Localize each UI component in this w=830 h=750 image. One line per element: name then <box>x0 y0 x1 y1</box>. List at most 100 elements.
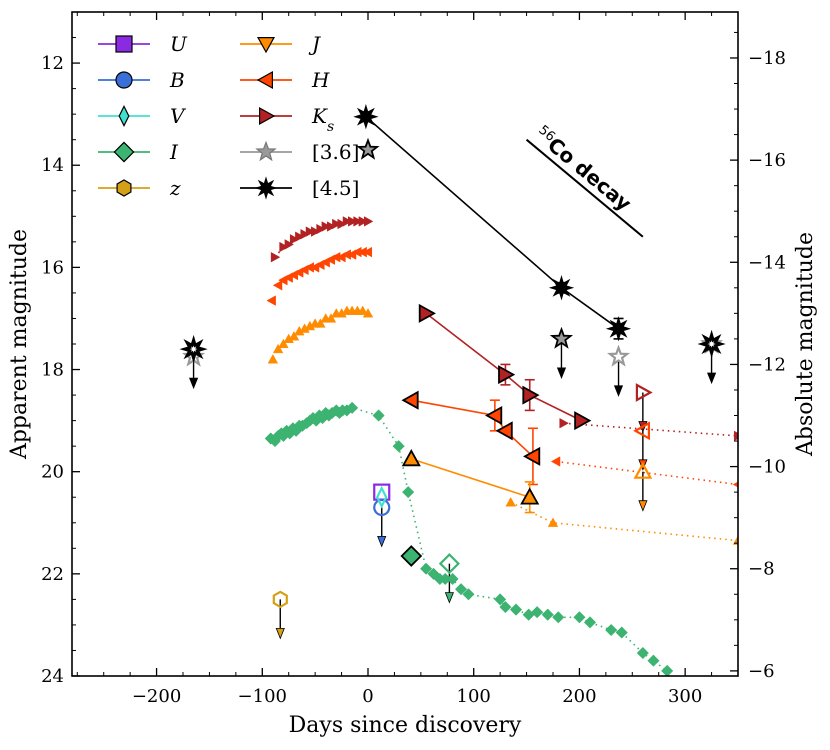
legend-marker-z <box>116 179 132 197</box>
series-line-J-5 <box>510 501 738 542</box>
data-point-H-10-0 <box>633 421 651 441</box>
data-point-I-0-39 <box>531 606 544 619</box>
series-line-H-8 <box>411 399 534 457</box>
data-point-I-0-24 <box>346 401 359 414</box>
legend-label-H: H <box>311 68 330 92</box>
legend-label-ch2: [4.5] <box>312 176 359 200</box>
upper-limit-arrow-z-26 <box>275 628 285 640</box>
data-point-I-0-25 <box>372 409 385 422</box>
data-point-Ks-11-7 <box>311 226 321 237</box>
data-point-I-0-42 <box>573 611 586 624</box>
data-point-H-8-2 <box>495 421 513 441</box>
legend-item-B: B <box>98 68 185 92</box>
x-tick-label: 100 <box>457 686 491 707</box>
legend-label-sub: s <box>327 119 334 135</box>
upper-limit-arrow-B-24 <box>377 536 387 548</box>
x-tick-label: 300 <box>668 686 702 707</box>
legend-label-I: I <box>169 140 179 164</box>
data-point-ch2-22-0 <box>697 329 726 359</box>
legend-label-ch1: [3.6] <box>312 140 359 164</box>
legend-marker-ch1 <box>255 140 277 162</box>
data-point-J-3-4 <box>288 330 300 341</box>
data-point-J-6-0 <box>633 461 653 479</box>
data-point-I-0-46 <box>636 646 649 660</box>
data-point-J-4-0 <box>401 449 421 467</box>
data-point-I-0-43 <box>583 616 597 629</box>
data-point-J-4-1 <box>520 487 540 505</box>
data-point-z-26-0 <box>272 590 288 609</box>
data-point-ch2-15-1 <box>548 275 575 301</box>
data-point-Ks-11-8 <box>316 223 326 235</box>
y-right-tick-label: −18 <box>748 48 786 69</box>
upper-limit-arrow-ch2-22 <box>707 372 717 385</box>
data-point-H-8-1 <box>485 405 503 426</box>
y-right-tick-label: −16 <box>748 150 786 171</box>
legend-marker-J <box>256 36 276 54</box>
data-point-I-0-40 <box>541 608 554 621</box>
data-point-Ks-11-3 <box>289 234 300 245</box>
data-point-Ks-11-4 <box>295 231 305 242</box>
data-point-Ks-12-1 <box>498 365 516 385</box>
y-tick-label: 16 <box>41 257 64 278</box>
data-point-ch1-17-0 <box>549 326 574 349</box>
y-tick-label: 12 <box>41 53 64 74</box>
legend-marker-H <box>256 70 273 90</box>
data-point-Ks-12-0 <box>418 303 436 323</box>
data-point-Ks-11-10 <box>326 221 337 232</box>
y-tick-label: 24 <box>41 666 64 687</box>
legend-label-U: U <box>170 32 188 56</box>
legend-marker-B <box>115 71 133 89</box>
data-point-ch1-16-0 <box>356 137 380 160</box>
y-right-tick-label: −10 <box>748 457 786 478</box>
data-point-J-3-18 <box>362 308 374 318</box>
legend-marker-V <box>118 105 130 127</box>
legend-label-V: V <box>170 104 187 128</box>
data-point-I-0-26 <box>392 440 405 453</box>
data-point-J-3-17 <box>357 305 368 315</box>
legend-label-z: z <box>169 176 181 200</box>
legend-item-ch2: [4.5] <box>240 176 359 200</box>
data-point-Ks-11-9 <box>321 221 332 232</box>
data-point-H-7-0 <box>266 295 276 306</box>
data-point-I-0-41 <box>552 611 565 624</box>
data-point-B-24-0 <box>373 498 391 517</box>
data-point-ch1-18-0 <box>606 344 631 367</box>
data-point-Ks-11-6 <box>305 226 316 237</box>
data-point-Ks-13-1 <box>733 430 738 442</box>
cobalt-decay-text: Co decay <box>543 133 636 216</box>
legend-item-I: I <box>98 140 179 164</box>
legend-label-J: J <box>308 32 321 56</box>
legend-label-B: B <box>169 68 185 92</box>
legend-item-J: J <box>240 32 321 56</box>
y-right-tick-label: −14 <box>748 252 786 273</box>
data-point-I-0-37 <box>509 603 523 616</box>
y-tick-label: 20 <box>41 462 64 483</box>
data-point-H-8-3 <box>523 446 541 466</box>
data-point-J-3-0 <box>267 353 279 364</box>
data-point-Ks-11-2 <box>284 239 295 250</box>
x-tick-label: −100 <box>238 686 287 707</box>
legend-item-V: V <box>98 104 187 128</box>
legend-label-text: z <box>169 176 181 200</box>
x-tick-label: −200 <box>132 686 181 707</box>
y-right-tick-label: −6 <box>748 661 775 682</box>
legend-item-ch1: [3.6] <box>240 140 359 164</box>
legend-item-Ks: Ks <box>240 104 334 135</box>
data-point-ch2-15-0 <box>353 104 379 130</box>
data-point-J-5-1 <box>547 517 559 527</box>
data-point-I-0-27 <box>402 486 415 499</box>
data-point-I-0-33 <box>454 583 468 596</box>
data-point-Ks-11-14 <box>348 216 358 227</box>
data-point-V-25-0 <box>375 485 388 509</box>
data-point-I-0-32 <box>446 572 459 586</box>
data-point-Ks-13-0 <box>559 417 569 429</box>
legend-label-text: [4.5] <box>312 176 359 200</box>
data-point-J-3-9 <box>315 318 326 328</box>
data-point-I-0-29 <box>427 567 440 580</box>
y-right-tick-label: −12 <box>748 354 786 375</box>
data-point-Ks-11-12 <box>337 218 347 230</box>
series-line-Ks-13 <box>563 422 738 437</box>
